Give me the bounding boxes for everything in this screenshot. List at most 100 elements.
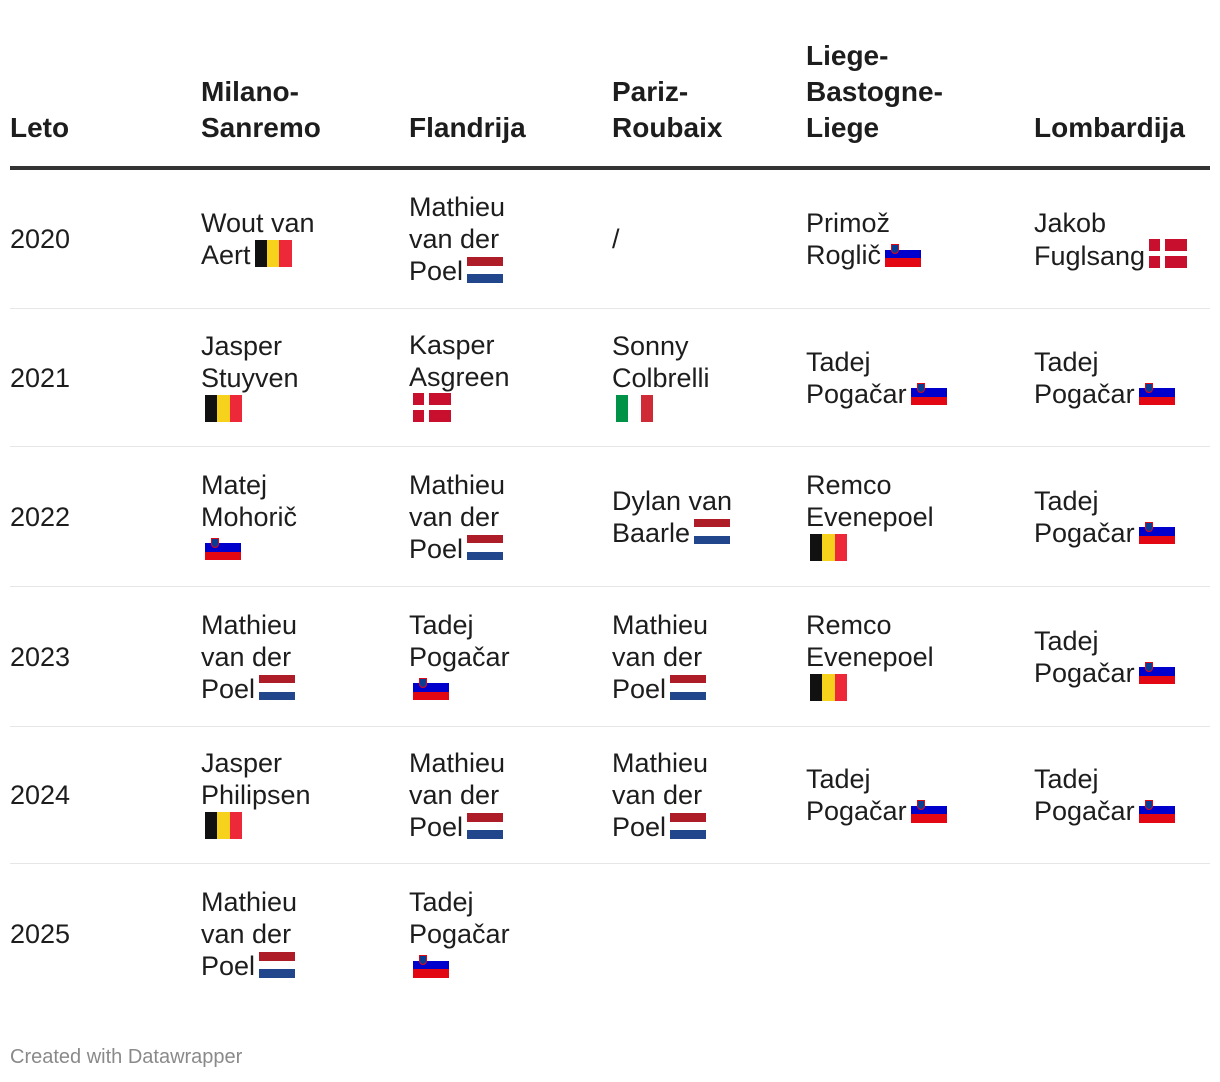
netherlands-flag-icon <box>467 257 504 283</box>
winner-name: Tadej Pogačar <box>806 346 907 409</box>
header-flandrija: Flandrija <box>409 112 526 143</box>
belgium-flag-icon <box>810 533 847 561</box>
netherlands-flag-icon <box>467 813 504 839</box>
winner-cell: Mathieu van der Poel <box>201 886 409 982</box>
winner-cell: Sonny Colbrelli <box>612 330 806 426</box>
year-cell: 2020 <box>10 224 71 254</box>
slovenia-flag-icon <box>885 241 922 267</box>
netherlands-flag-icon <box>670 674 707 701</box>
belgium-flag-icon <box>205 394 242 422</box>
table-row: 2021 Jasper Stuyven Kasper Asgreen Sonny … <box>10 309 1210 447</box>
winner-name: Matej Mohorič <box>201 469 298 532</box>
results-table: Leto Milano- Sanremo Flandrija Pariz- Ro… <box>10 40 1210 1004</box>
year-cell: 2025 <box>10 919 71 949</box>
winner-cell: Remco Evenepoel <box>806 609 1034 705</box>
slovenia-flag-icon <box>1138 797 1175 823</box>
winner-name: Primož Roglič <box>806 208 891 270</box>
netherlands-flag-icon <box>694 518 731 545</box>
slovenia-flag-icon <box>205 534 241 561</box>
year-cell: 2024 <box>10 780 71 810</box>
winner-name: Mathieu van der Poel <box>201 609 298 704</box>
winner-cell: Mathieu van der Poel <box>612 747 806 843</box>
winner-name: Jasper Philipsen <box>201 748 311 810</box>
winner-cell: Tadej Pogačar <box>1034 763 1210 827</box>
slovenia-flag-icon <box>413 952 449 978</box>
winner-name: Mathieu van der Poel <box>409 748 506 842</box>
winner-name: Remco Evenepoel <box>806 609 934 672</box>
winner-name: Tadej Pogačar <box>1034 485 1135 548</box>
winner-cell: Tadej Pogačar <box>1034 346 1210 410</box>
winner-cell: Mathieu van der Poel <box>409 747 612 843</box>
winner-name: Tadej Pogačar <box>409 609 510 672</box>
year-cell: 2023 <box>10 641 71 672</box>
slovenia-flag-icon <box>910 379 947 406</box>
winner-name: Remco Evenepoel <box>806 469 934 532</box>
winner-cell: Mathieu van der Poel <box>612 609 806 705</box>
slovenia-flag-icon <box>1138 658 1175 685</box>
winner-name: Mathieu van der Poel <box>201 887 298 981</box>
winner-cell: Mathieu van der Poel <box>409 191 612 287</box>
winner-cell: Mathieu van der Poel <box>201 609 409 705</box>
winner-name: Tadej Pogačar <box>1034 764 1135 826</box>
slovenia-flag-icon <box>413 674 449 701</box>
denmark-flag-icon <box>1149 238 1188 268</box>
winner-cell: / <box>612 223 806 255</box>
header-lombardija: Lombardija <box>1034 112 1185 143</box>
winner-cell: Tadej Pogačar <box>1034 485 1210 549</box>
belgium-flag-icon <box>254 240 292 267</box>
winner-name: Mathieu van der Poel <box>409 469 506 564</box>
slovenia-flag-icon <box>910 797 947 823</box>
winner-cell: Tadej Pogačar <box>806 346 1034 410</box>
year-cell: 2021 <box>10 362 71 393</box>
winner-cell: Matej Mohorič <box>201 469 409 565</box>
winner-cell: Jakob Fuglsang <box>1034 207 1210 272</box>
table-header: Leto Milano- Sanremo Flandrija Pariz- Ro… <box>10 40 1210 170</box>
belgium-flag-icon <box>205 812 242 839</box>
table-row: 2025 Mathieu van der Poel Tadej Pogačar <box>10 864 1210 1004</box>
winner-cell: Remco Evenepoel <box>806 469 1034 565</box>
header-year: Leto <box>10 112 70 143</box>
netherlands-flag-icon <box>259 952 296 978</box>
credit-footer: Created with Datawrapper <box>10 1046 243 1068</box>
winner-name: Tadej Pogačar <box>409 887 510 949</box>
year-cell: 2022 <box>10 501 71 532</box>
table-row: 2023 Mathieu van der Poel Tadej Pogačar Ma… <box>10 587 1210 727</box>
winner-cell: Dylan van Baarle <box>612 485 806 549</box>
winner-cell: Jasper Stuyven <box>201 330 409 426</box>
winner-name: Dylan van Baarle <box>612 485 733 548</box>
header-pariz-roubaix: Pariz- Roubaix <box>612 76 723 143</box>
netherlands-flag-icon <box>467 534 504 561</box>
winner-name: / <box>612 224 620 254</box>
netherlands-flag-icon <box>670 813 707 839</box>
winner-name: Sonny Colbrelli <box>612 330 710 393</box>
table-body: 2020 Wout van Aert Mathieu van der Poel / Pr… <box>10 170 1210 1004</box>
winner-cell: Tadej Pogačar <box>806 763 1034 827</box>
winner-name: Mathieu van der Poel <box>612 609 709 704</box>
winner-name: Tadej Pogačar <box>1034 625 1135 688</box>
italy-flag-icon <box>616 394 653 422</box>
netherlands-flag-icon <box>259 674 296 701</box>
winner-name: Mathieu van der Poel <box>409 192 506 286</box>
winner-cell: Mathieu van der Poel <box>409 469 612 565</box>
table-row: 2024 Jasper Philipsen Mathieu van der Poe… <box>10 727 1210 864</box>
winner-name: Jasper Stuyven <box>201 330 299 393</box>
slovenia-flag-icon <box>1138 379 1175 406</box>
belgium-flag-icon <box>810 673 847 701</box>
header-liege-bastogne-liege: Liege- Bastogne- Liege <box>806 40 943 143</box>
winner-name: Tadej Pogačar <box>1034 346 1135 409</box>
winner-name: Wout van Aert <box>201 208 315 270</box>
winner-cell: Tadej Pogačar <box>1034 625 1210 689</box>
winner-name: Kasper Asgreen <box>409 330 510 392</box>
winner-cell: Primož Roglič <box>806 207 1034 271</box>
winner-name: Tadej Pogačar <box>806 764 907 826</box>
winner-cell: Tadej Pogačar <box>409 609 612 705</box>
winner-cell: Jasper Philipsen <box>201 747 409 843</box>
slovenia-flag-icon <box>1138 518 1175 545</box>
winner-cell: Tadej Pogačar <box>409 886 612 982</box>
table-row: 2020 Wout van Aert Mathieu van der Poel / Pr… <box>10 170 1210 309</box>
winner-name: Jakob Fuglsang <box>1034 207 1146 271</box>
winner-cell: Wout van Aert <box>201 207 409 271</box>
winner-cell: Kasper Asgreen <box>409 329 612 426</box>
denmark-flag-icon <box>413 393 451 422</box>
winner-name: Mathieu van der Poel <box>612 748 709 842</box>
